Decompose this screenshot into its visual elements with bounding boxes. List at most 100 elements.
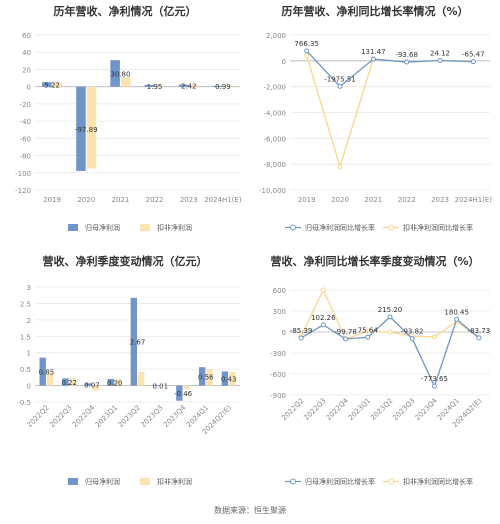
y-tick-label: -100 (15, 170, 31, 178)
y-tick-label: 60 (22, 32, 31, 40)
chart-quarterly-profit: 营收、净利季度变动情况（亿元）32.521.510.50-0.52022Q220… (17, 254, 240, 486)
x-tick-label: 2022 (146, 196, 164, 204)
data-point (370, 56, 376, 62)
data-label: -93.82 (401, 328, 424, 336)
y-tick-label: -300 (270, 350, 286, 358)
data-point (437, 58, 443, 64)
bar (62, 378, 69, 386)
y-tick-label: -0.5 (17, 399, 31, 407)
series-line (306, 55, 474, 169)
x-tick-label: 2022Q2 (26, 404, 51, 429)
data-label: 131.47 (361, 48, 386, 56)
x-tick-label: 2022Q4 (71, 403, 97, 429)
x-tick-label: 2022Q2 (280, 397, 305, 422)
y-tick-label: -4,000 (263, 110, 286, 118)
chart-annual-profit: 历年营收、净利情况（亿元） 60 40 20 0 -20 -40 -60 -80 -100 -120… (15, 4, 242, 232)
bar (229, 371, 236, 386)
bar (183, 385, 190, 390)
bar (86, 86, 97, 169)
x-tick-label: 2023 (180, 196, 198, 204)
x-tick-label: 2022Q4 (325, 396, 351, 422)
y-tick-label: 1 (27, 350, 31, 358)
bar (176, 385, 183, 401)
legend-label: 归母净利润 (85, 477, 120, 486)
series-line (306, 50, 474, 88)
y-tick-label: 0.5 (20, 366, 31, 374)
data-source: 数据来源：恒生聚源 (214, 506, 286, 515)
data-label: 0.99 (215, 83, 231, 91)
data-label: 2.67 (130, 339, 146, 347)
x-tick-label: 2023Q4 (414, 396, 440, 422)
bar (115, 379, 122, 386)
data-point (343, 336, 349, 342)
chart-title: 历年营收、净利情况（亿元） (54, 4, 197, 18)
legend-label: 扣非净利润同比增长率 (403, 223, 473, 232)
legend-swatch (140, 224, 150, 231)
data-point (337, 83, 343, 89)
x-tick-label: 2023Q3 (391, 397, 416, 422)
y-tick-label: -20 (20, 101, 31, 109)
y-tick-label: 2 (27, 317, 31, 325)
data-point (476, 335, 482, 341)
data-point (470, 59, 476, 65)
y-tick-label: -6,000 (263, 135, 286, 143)
bar (221, 371, 229, 386)
y-tick-label: 0 (282, 58, 286, 66)
y-tick-label: 3 (27, 284, 31, 292)
bar (130, 297, 137, 386)
x-tick-label: 2020 (331, 196, 349, 204)
x-tick-label: 2023Q1 (347, 397, 372, 422)
x-tick-label: 2021 (364, 196, 382, 204)
y-tick-label: 0 (282, 329, 286, 337)
bar (110, 60, 120, 87)
data-label: 180.45 (444, 308, 469, 316)
bar (52, 82, 63, 87)
y-tick-label: 0 (27, 84, 31, 92)
data-label: -93.68 (395, 51, 418, 59)
data-label: 0.56 (198, 373, 214, 381)
data-label: 102.26 (311, 314, 336, 322)
data-label: 0.22 (61, 379, 77, 387)
bar (46, 372, 54, 386)
chart-title: 历年营收、净利同比增长率情况（%） (281, 4, 468, 18)
data-point (365, 328, 371, 334)
legend-swatch (388, 224, 394, 231)
legend-label: 归母净利润同比增长率 (305, 223, 375, 232)
data-label: 215.20 (378, 306, 403, 314)
data-label: -773.65 (421, 375, 448, 383)
x-tick-label: 2022Q3 (48, 404, 73, 429)
y-tick-label: -80 (20, 153, 31, 161)
data-point (304, 48, 310, 54)
data-point (409, 336, 415, 342)
y-tick-label: -40 (20, 118, 31, 126)
x-tick-label: 2019 (298, 196, 316, 204)
x-tick-label: 2023Q2 (117, 404, 142, 429)
bar (223, 85, 233, 87)
data-point (454, 316, 460, 322)
data-label: 0.07 (84, 381, 100, 389)
data-point (304, 53, 310, 59)
bar (42, 82, 52, 87)
data-label: -99.78 (334, 328, 357, 336)
bar (39, 357, 46, 386)
chart-quarterly-growth: 营收、净利同比增长率季度变动情况（%）6003000-300-600-90020… (270, 254, 490, 486)
x-tick-label: 2023Q4 (162, 403, 188, 429)
bar (160, 385, 168, 386)
data-point (320, 287, 326, 293)
data-label: 0.20 (107, 379, 123, 387)
data-point (365, 334, 371, 340)
series-line (300, 316, 480, 388)
bar (144, 84, 155, 87)
data-label: -97.89 (75, 126, 98, 134)
data-label: 2.42 (181, 83, 197, 91)
bar (107, 379, 115, 386)
bar (198, 367, 206, 386)
data-label: 0.01 (152, 382, 168, 390)
x-tick-label: 2023Q3 (139, 404, 164, 429)
data-label: 5.22 (44, 81, 60, 89)
y-tick-label: 40 (22, 49, 31, 57)
y-tick-label: -10,000 (259, 187, 286, 195)
data-point (404, 59, 410, 65)
bar (189, 84, 199, 87)
